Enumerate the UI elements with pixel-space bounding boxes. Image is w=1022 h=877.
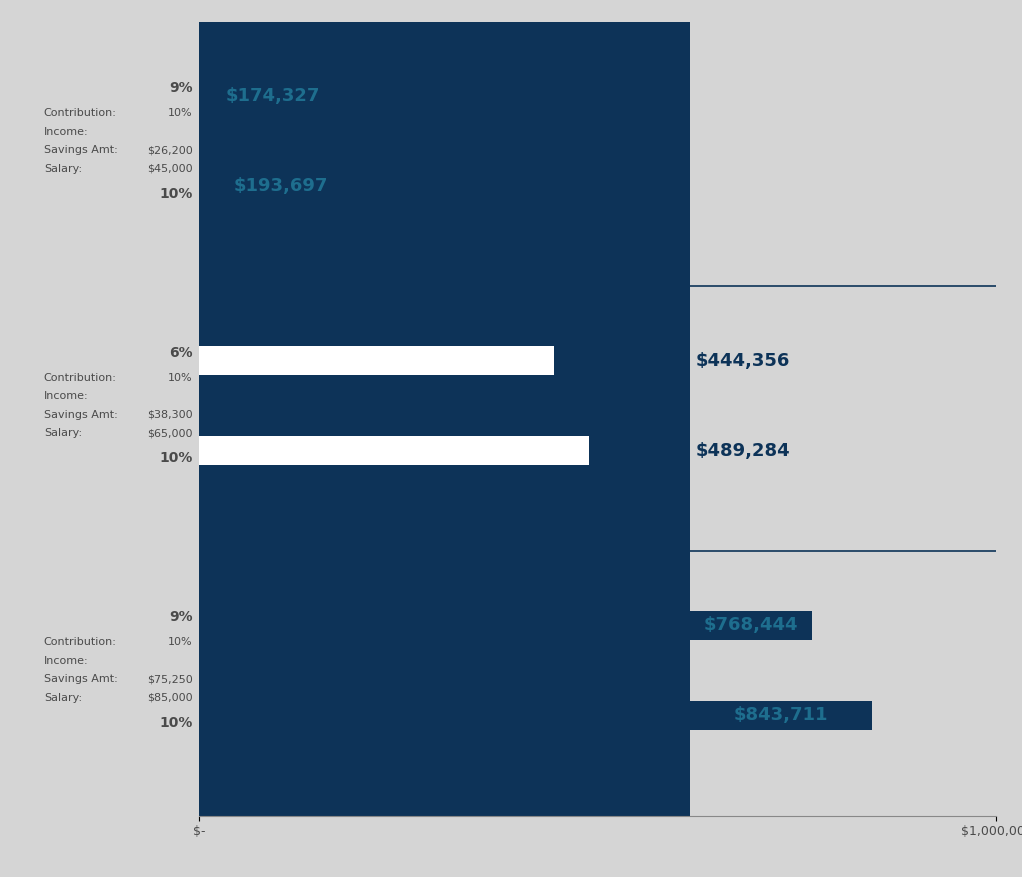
Bar xyxy=(199,610,811,639)
Text: Income:: Income: xyxy=(44,656,89,666)
Text: Salary:: Salary: xyxy=(44,164,82,174)
Text: $38,300: $38,300 xyxy=(147,410,193,420)
Text: 10%: 10% xyxy=(169,373,193,382)
Text: 10%: 10% xyxy=(159,452,193,466)
Text: $26,200: $26,200 xyxy=(147,146,193,155)
Text: 9%: 9% xyxy=(170,81,193,95)
Text: $75,250: $75,250 xyxy=(147,674,193,684)
Text: 9%: 9% xyxy=(170,610,193,624)
Text: Contribution:: Contribution: xyxy=(44,373,117,382)
Text: 10%: 10% xyxy=(169,638,193,647)
Text: $193,697: $193,697 xyxy=(234,177,328,195)
Text: Contribution:: Contribution: xyxy=(44,638,117,647)
Bar xyxy=(199,171,354,201)
Bar xyxy=(199,436,590,465)
Bar xyxy=(199,701,872,730)
Text: $45,000: $45,000 xyxy=(147,164,193,174)
Text: 10%: 10% xyxy=(159,187,193,201)
Text: Savings Amt:: Savings Amt: xyxy=(44,410,118,420)
Text: $768,444: $768,444 xyxy=(703,617,798,634)
Text: Savings Amt:: Savings Amt: xyxy=(44,674,118,684)
Text: $85,000: $85,000 xyxy=(147,693,193,702)
Text: 6%: 6% xyxy=(170,346,193,360)
Text: 10%: 10% xyxy=(169,108,193,118)
Text: Income:: Income: xyxy=(44,126,89,137)
Text: Salary:: Salary: xyxy=(44,428,82,438)
Text: Contribution:: Contribution: xyxy=(44,108,117,118)
Text: 10%: 10% xyxy=(159,716,193,730)
Text: Salary:: Salary: xyxy=(44,693,82,702)
Text: $174,327: $174,327 xyxy=(226,87,320,105)
Bar xyxy=(199,22,690,816)
Text: $65,000: $65,000 xyxy=(147,428,193,438)
Text: Income:: Income: xyxy=(44,391,89,402)
Text: $843,711: $843,711 xyxy=(734,706,828,724)
Text: $489,284: $489,284 xyxy=(696,441,791,460)
Text: Savings Amt:: Savings Amt: xyxy=(44,146,118,155)
Bar xyxy=(199,82,338,111)
Text: $444,356: $444,356 xyxy=(696,352,790,369)
Bar xyxy=(199,346,554,375)
